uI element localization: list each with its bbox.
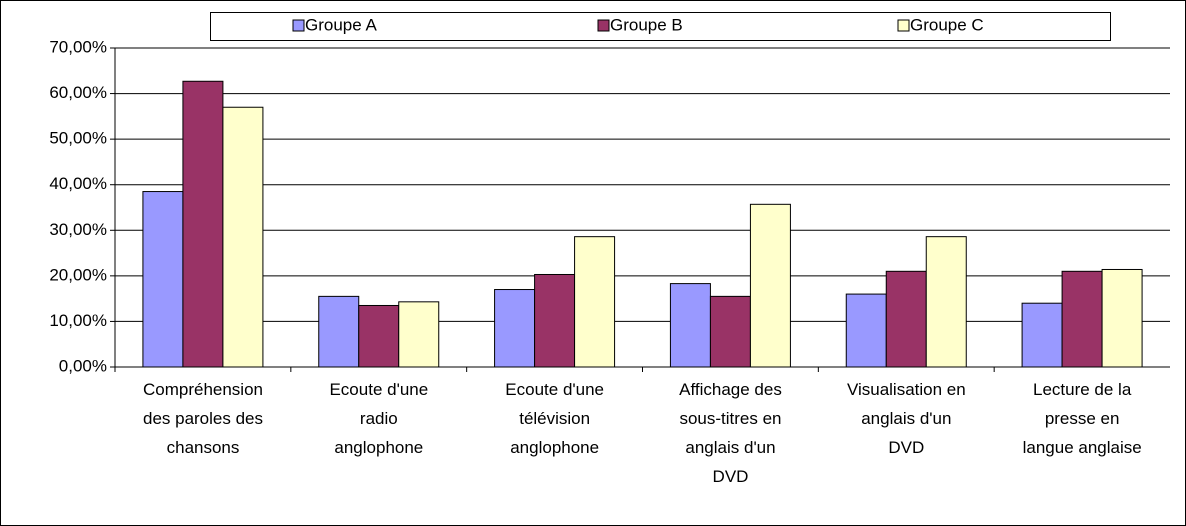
bar — [749, 203, 791, 368]
legend-label: Groupe C — [910, 15, 984, 34]
bar — [574, 236, 616, 368]
legend-swatch — [292, 19, 305, 32]
y-tick-label: 30,00% — [49, 220, 107, 239]
bar — [709, 295, 751, 368]
legend-label: Groupe A — [305, 15, 377, 34]
y-tick-label: 10,00% — [49, 311, 107, 330]
y-tick-label: 0,00% — [59, 356, 107, 375]
bar — [534, 273, 576, 368]
bar — [925, 236, 967, 368]
y-tick-label: 50,00% — [49, 129, 107, 148]
x-tick-label: Ecoute d'une radio anglophone — [329, 380, 429, 457]
bar — [222, 106, 264, 368]
bar — [398, 301, 440, 368]
x-tick-label: Ecoute d'une télévision anglophone — [505, 380, 605, 457]
bar — [1101, 268, 1143, 368]
bar — [318, 295, 360, 368]
bar — [494, 289, 536, 368]
y-tick-label: 20,00% — [49, 265, 107, 284]
bar — [1021, 302, 1063, 368]
x-tick-label: Lecture de la presse en langue anglaise — [1022, 380, 1142, 457]
bar — [142, 191, 184, 368]
bar — [358, 304, 400, 368]
bar — [1061, 270, 1103, 368]
bar — [845, 293, 887, 368]
x-tick-label: Visualisation en anglais d'un DVD — [846, 380, 966, 457]
y-tick-label: 60,00% — [49, 83, 107, 102]
y-tick-label: 70,00% — [49, 37, 107, 56]
bar — [885, 270, 927, 368]
x-tick-label: Compréhension des paroles des chansons — [142, 380, 264, 457]
legend-swatch — [597, 19, 610, 32]
bar — [669, 283, 711, 368]
legend-swatch — [897, 19, 910, 32]
legend-label: Groupe B — [610, 15, 683, 34]
y-tick-label: 40,00% — [49, 174, 107, 193]
x-tick-label: Affichage des sous-titres en anglais d'u… — [679, 380, 782, 486]
legend-box — [210, 12, 1111, 41]
bar — [182, 80, 224, 368]
